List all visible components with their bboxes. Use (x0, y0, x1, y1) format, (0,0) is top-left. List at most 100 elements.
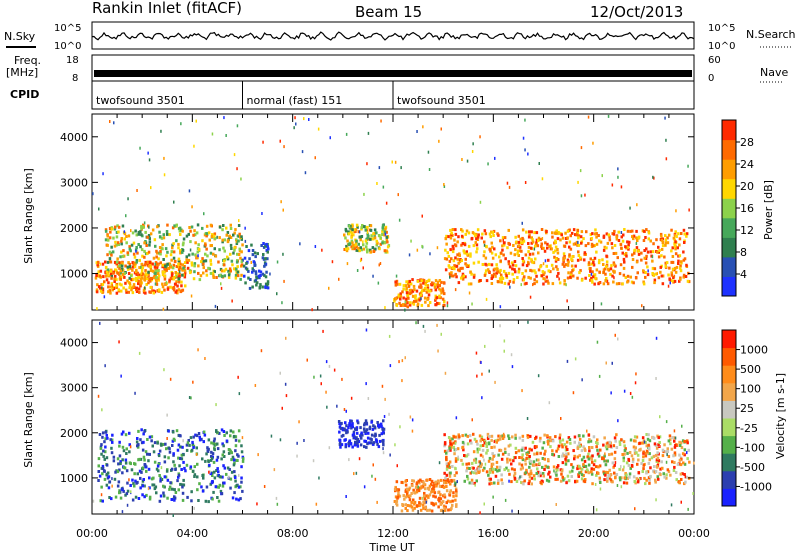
heatmap-cell (239, 256, 242, 260)
heatmap-cell (672, 276, 675, 279)
heatmap-cell (563, 443, 566, 447)
heatmap-cell (97, 470, 100, 473)
heatmap-cell (374, 477, 377, 481)
heatmap-cell (237, 239, 240, 243)
heatmap-cell (588, 438, 591, 442)
heatmap-cell (155, 255, 158, 259)
heatmap-cell (501, 236, 505, 240)
heatmap-cell (507, 282, 510, 286)
heatmap-cell (118, 264, 121, 268)
heatmap-cell (365, 421, 368, 425)
heatmap-cell (192, 380, 194, 384)
heatmap-cell (214, 254, 218, 258)
heatmap-cell (561, 454, 564, 458)
heatmap-cell (136, 444, 139, 448)
heatmap-cell (667, 439, 671, 443)
heatmap-cell (228, 468, 231, 471)
heatmap-cell (114, 240, 117, 244)
heatmap-cell (230, 259, 234, 263)
heatmap-cell (454, 448, 458, 451)
heatmap-cell (681, 452, 685, 456)
heatmap-cell (136, 271, 140, 275)
heatmap-cell (499, 324, 501, 328)
heatmap-cell (582, 237, 585, 241)
heatmap-cell (181, 273, 184, 277)
heatmap-cell (475, 471, 478, 475)
heatmap-cell (655, 336, 658, 340)
heatmap-cell (492, 454, 495, 458)
heatmap-cell (163, 274, 167, 278)
heatmap-cell (243, 256, 247, 260)
heatmap-cell (423, 497, 427, 501)
heatmap-cell (123, 272, 126, 275)
velocity-heatmap (92, 320, 695, 517)
heatmap-cell (236, 252, 239, 256)
heatmap-cell (589, 267, 592, 270)
heatmap-cell (521, 434, 525, 438)
heatmap-cell (109, 260, 113, 264)
heatmap-cell (657, 436, 660, 440)
heatmap-cell (445, 489, 449, 493)
heatmap-cell (117, 230, 120, 234)
heatmap-cell (237, 485, 241, 489)
heatmap-cell (577, 254, 581, 257)
heatmap-cell (642, 450, 645, 454)
heatmap-cell (356, 421, 360, 425)
heatmap-cell (398, 282, 402, 286)
heatmap-cell (151, 269, 155, 273)
heatmap-cell (595, 508, 598, 512)
heatmap-cell (113, 277, 116, 281)
heatmap-cell (129, 266, 132, 270)
colorbar-segment (722, 256, 736, 277)
heatmap-cell (519, 237, 522, 241)
heatmap-cell (484, 256, 488, 260)
heatmap-cell (546, 242, 549, 246)
heatmap-cell (141, 266, 144, 270)
heatmap-cell (228, 271, 231, 275)
heatmap-cell (563, 282, 566, 286)
heatmap-cell (571, 255, 574, 259)
heatmap-cell (518, 249, 522, 253)
heatmap-cell (603, 245, 606, 249)
heatmap-cell (646, 265, 649, 269)
heatmap-cell (684, 480, 687, 484)
heatmap-cell (130, 286, 134, 290)
heatmap-cell (490, 230, 493, 234)
heatmap-cell (110, 276, 113, 280)
heatmap-cell (476, 447, 479, 451)
heatmap-cell (408, 292, 411, 296)
heatmap-cell (363, 485, 366, 489)
heatmap-cell (182, 237, 186, 241)
heatmap-cell (343, 427, 346, 431)
heatmap-cell (452, 494, 455, 498)
heatmap-cell (182, 266, 185, 270)
heatmap-cell (112, 459, 116, 463)
heatmap-cell (503, 281, 507, 285)
heatmap-cell (608, 235, 611, 239)
heatmap-cell (413, 491, 416, 495)
heatmap-cell (159, 252, 162, 256)
heatmap-cell (478, 279, 482, 282)
heatmap-cell (210, 457, 214, 460)
heatmap-cell (636, 203, 638, 207)
heatmap-cell (491, 457, 494, 461)
heatmap-cell (163, 455, 167, 459)
heatmap-cell (628, 472, 632, 476)
heatmap-cell (349, 442, 353, 446)
heatmap-cell (266, 280, 270, 284)
heatmap-cell (151, 444, 154, 448)
heatmap-cell (641, 304, 643, 308)
heatmap-cell (673, 244, 677, 248)
nsky-tick-hi: 10^5 (54, 23, 81, 34)
heatmap-cell (279, 139, 281, 143)
heatmap-cell (343, 408, 346, 411)
heatmap-cell (212, 274, 215, 278)
heatmap-cell (580, 278, 584, 282)
heatmap-cell (449, 228, 452, 232)
heatmap-cell (656, 475, 659, 479)
heatmap-cell (668, 278, 672, 282)
heatmap-cell (236, 240, 239, 244)
heatmap-cell (526, 451, 530, 455)
heatmap-cell (490, 274, 494, 278)
